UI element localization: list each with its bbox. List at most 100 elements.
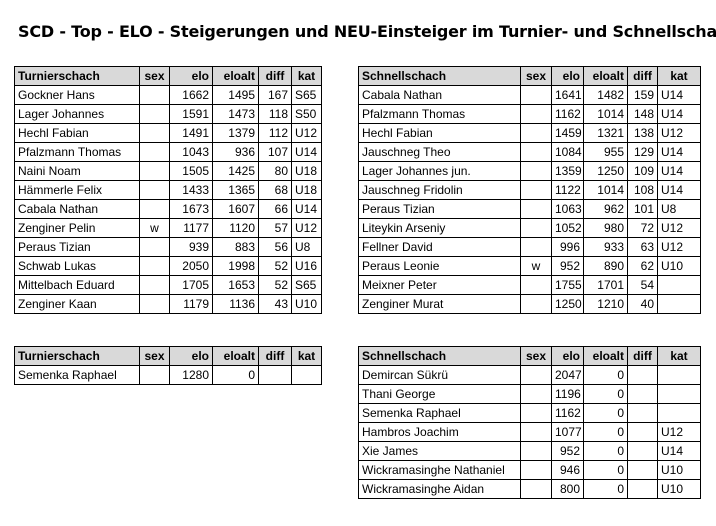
table-row: Xie James 952 0 U14 xyxy=(358,441,701,461)
column-header-kat: kat xyxy=(291,346,322,366)
cell-kat xyxy=(291,365,322,385)
cell-kat: U10 xyxy=(657,256,701,276)
cell-sex xyxy=(520,479,552,499)
cell-diff: 54 xyxy=(627,275,658,295)
table-row: Gockner Hans 1662 1495 167 S65 xyxy=(14,85,322,105)
table-row: Lager Johannes jun. 1359 1250 109 U14 xyxy=(358,161,701,181)
cell-diff: 40 xyxy=(627,294,658,314)
cell-kat xyxy=(657,365,701,385)
cell-diff: 138 xyxy=(627,123,658,143)
column-header-eloalt: eloalt xyxy=(212,346,259,366)
cell-elo: 1122 xyxy=(551,180,584,200)
table-row: Lager Johannes 1591 1473 118 S50 xyxy=(14,104,322,124)
cell-kat: U10 xyxy=(291,294,322,314)
cell-diff xyxy=(627,479,658,499)
cell-elo: 1641 xyxy=(551,85,584,105)
column-header-diff: diff xyxy=(258,346,292,366)
column-header-diff: diff xyxy=(627,346,658,366)
cell-name: Zenginer Murat xyxy=(358,294,521,314)
cell-kat: U12 xyxy=(291,123,322,143)
table-row: Zenginer Murat 1250 1210 40 xyxy=(358,294,701,314)
cell-sex xyxy=(520,237,552,257)
cell-diff: 80 xyxy=(258,161,292,181)
column-header-diff: diff xyxy=(258,66,292,86)
cell-sex xyxy=(139,365,170,385)
cell-diff: 108 xyxy=(627,180,658,200)
table-row: Wickramasinghe Aidan 800 0 U10 xyxy=(358,479,701,499)
cell-name: Fellner David xyxy=(358,237,521,257)
cell-kat xyxy=(657,403,701,423)
cell-kat: U14 xyxy=(291,142,322,162)
cell-elo: 1673 xyxy=(169,199,213,219)
cell-name: Semenka Raphael xyxy=(14,365,140,385)
cell-diff: 62 xyxy=(627,256,658,276)
cell-sex xyxy=(139,237,170,257)
cell-name: Hechl Fabian xyxy=(358,123,521,143)
cell-diff xyxy=(627,460,658,480)
cell-diff: 129 xyxy=(627,142,658,162)
cell-name: Naini Noam xyxy=(14,161,140,181)
cell-eloalt: 0 xyxy=(583,403,628,423)
table-row: Jauschneg Theo 1084 955 129 U14 xyxy=(358,142,701,162)
cell-sex xyxy=(520,161,552,181)
table-row: Pfalzmann Thomas 1162 1014 148 U14 xyxy=(358,104,701,124)
column-header-name: Schnellschach xyxy=(358,66,521,86)
table-row: Zenginer Pelin w 1177 1120 57 U12 xyxy=(14,218,322,238)
cell-kat: S65 xyxy=(291,85,322,105)
cell-elo: 1705 xyxy=(169,275,213,295)
cell-sex xyxy=(520,275,552,295)
cell-sex xyxy=(520,85,552,105)
cell-name: Gockner Hans xyxy=(14,85,140,105)
cell-kat: U12 xyxy=(657,218,701,238)
table-row: Peraus Leonie w 952 890 62 U10 xyxy=(358,256,701,276)
cell-kat: U10 xyxy=(657,460,701,480)
column-header-name: Schnellschach xyxy=(358,346,521,366)
column-header-sex: sex xyxy=(520,346,552,366)
cell-elo: 1280 xyxy=(169,365,213,385)
cell-diff: 118 xyxy=(258,104,292,124)
cell-diff xyxy=(627,441,658,461)
cell-sex xyxy=(139,256,170,276)
cell-diff: 63 xyxy=(627,237,658,257)
cell-diff: 112 xyxy=(258,123,292,143)
table-header-row: Turnierschach sex elo eloalt diff kat xyxy=(14,346,322,366)
cell-eloalt: 1321 xyxy=(583,123,628,143)
cell-kat: U18 xyxy=(291,180,322,200)
cell-eloalt: 0 xyxy=(583,384,628,404)
cell-eloalt: 1120 xyxy=(212,218,259,238)
cell-eloalt: 0 xyxy=(583,365,628,385)
cell-elo: 952 xyxy=(551,441,584,461)
cell-diff: 66 xyxy=(258,199,292,219)
cell-eloalt: 0 xyxy=(583,422,628,442)
cell-kat: U14 xyxy=(291,199,322,219)
cell-elo: 2050 xyxy=(169,256,213,276)
cell-elo: 1662 xyxy=(169,85,213,105)
cell-diff: 101 xyxy=(627,199,658,219)
cell-name: Cabala Nathan xyxy=(358,85,521,105)
cell-eloalt: 936 xyxy=(212,142,259,162)
cell-sex xyxy=(520,422,552,442)
cell-elo: 1084 xyxy=(551,142,584,162)
cell-kat: S50 xyxy=(291,104,322,124)
turnier-new-table: Turnierschach sex elo eloalt diff kat Semenka … xyxy=(14,346,322,385)
cell-elo: 1077 xyxy=(551,422,584,442)
table-row: Naini Noam 1505 1425 80 U18 xyxy=(14,161,322,181)
cell-elo: 946 xyxy=(551,460,584,480)
cell-sex xyxy=(139,294,170,314)
cell-eloalt: 1482 xyxy=(583,85,628,105)
table-row: Peraus Tizian 1063 962 101 U8 xyxy=(358,199,701,219)
cell-name: Zenginer Pelin xyxy=(14,218,140,238)
cell-sex: w xyxy=(520,256,552,276)
cell-kat: U14 xyxy=(657,161,701,181)
cell-sex xyxy=(139,85,170,105)
cell-kat: U12 xyxy=(657,237,701,257)
cell-sex xyxy=(520,460,552,480)
cell-eloalt: 1607 xyxy=(212,199,259,219)
cell-kat xyxy=(657,275,701,295)
cell-eloalt: 890 xyxy=(583,256,628,276)
cell-elo: 1359 xyxy=(551,161,584,181)
cell-elo: 1433 xyxy=(169,180,213,200)
cell-name: Zenginer Kaan xyxy=(14,294,140,314)
cell-name: Pfalzmann Thomas xyxy=(358,104,521,124)
cell-name: Peraus Tizian xyxy=(14,237,140,257)
